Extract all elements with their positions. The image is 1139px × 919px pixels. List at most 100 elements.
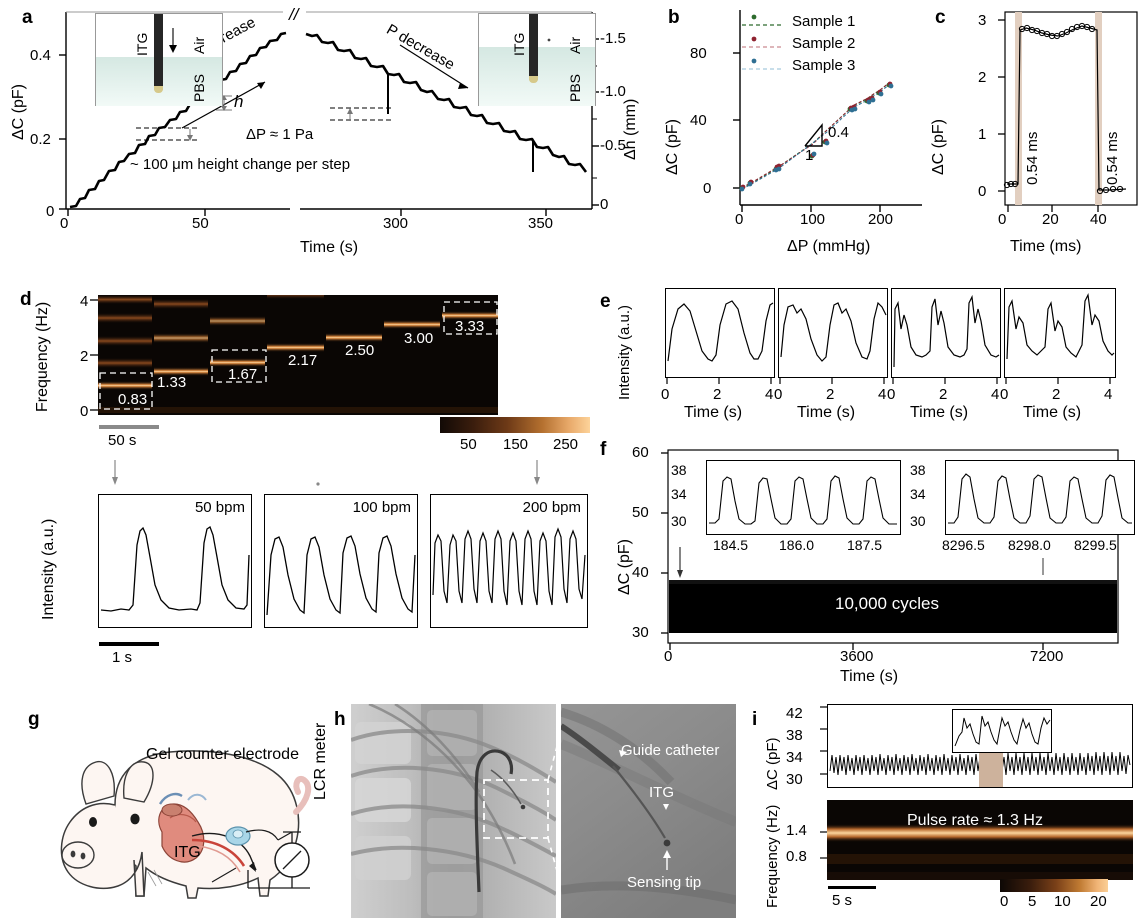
panel-d-inset-200-label: 200 bpm [522,499,581,516]
itg-tip-right [529,76,538,83]
pig-eye-right [130,813,140,825]
panel-d-cbar-tick-1: 150 [503,436,529,453]
panel-d-band-label-0: 0.83 [118,391,148,408]
panel-b-xtick-1: 100 [800,211,826,228]
inset-left-arrow-icon [169,28,177,53]
panel-d-inset-ylabel: Intensity (a.u.) [40,518,57,620]
panel-f-inset-left-ytick-1: 34 [671,486,687,502]
panel-h-guide-label: Guide catheter [621,742,720,759]
panel-e-xtick-2-2: 4 [991,386,1000,403]
sensing-tip-pointer-icon [663,850,671,858]
legend-item-1[interactable]: Sample 2 [742,32,855,54]
panel-b-points-s3 [739,83,894,192]
panel-i-bottom-yticks [820,831,827,859]
panel-h-tip-label: Sensing tip [627,874,702,891]
pig-tail [293,776,312,815]
panel-c-ytick-2: 1 [978,126,987,143]
panel-d-band-label-1: 1.33 [157,374,187,391]
panel-e-plot-1 [778,288,888,378]
panel-a-ytick-r3: 0 [600,196,609,213]
panel-d-band-label-6: 3.33 [455,318,485,335]
panel-b-xtick-0: 0 [735,211,744,228]
panel-d-band-label-2: 1.67 [228,366,258,383]
panel-i-waveform-inset [952,709,1052,753]
panel-i-waveform-inset-trace [954,715,1051,747]
panel-f-ytick-1: 50 [632,504,649,521]
panel-e-plot-3 [1004,288,1116,378]
sensing-tip-dot [663,839,671,847]
panel-f-xtick-1: 3600 [840,648,874,665]
panel-e-xtick-0-0: 0 [661,386,670,403]
legend-label-sample-3: Sample 3 [792,56,856,74]
panel-d-inset-scalebar [99,642,159,646]
itg-catheter-shadow [195,845,241,873]
panel-d-inset-50bpm: 50 bpm [98,494,252,628]
catheter-shaft [474,749,514,893]
panel-i-ytick-t3: 30 [786,771,803,788]
pig-eye-left [89,817,97,827]
panel-c-rise-label: 0.54 ms [1024,131,1041,185]
panel-d-spectrogram [98,295,498,415]
panel-a-inset-right: ITG Air PBS [478,13,596,106]
panel-d-ytick-4: 4 [80,293,89,310]
panel-i-cbar-tick-3: 20 [1090,893,1107,910]
panel-d-inset-scalebar-label: 1 s [112,649,133,666]
panel-a-xtick-3: 350 [528,215,554,232]
panel-i-ytick-t0: 42 [786,705,803,722]
panel-a-step-note: ~ 100 μm height change per step [130,156,351,173]
panel-a-h-label: h [234,92,244,111]
inset-right-itg-label: ITG [511,32,527,56]
legend-label-sample-1: Sample 1 [792,12,856,30]
panel-i-cbar-tick-2: 10 [1054,893,1071,910]
panel-d-inset-100bpm: 100 bpm [264,494,418,628]
pig-ear-right [123,761,154,803]
panel-h-itg-label: ITG [649,784,674,801]
panel-d-inset-100-label: 100 bpm [352,499,411,516]
panel-d-band-label-3: 2.17 [288,352,318,369]
panel-i-ylabel-top: ΔC (pF) [764,737,781,790]
panel-a-ytick-r2: -0.5 [600,137,626,154]
panel-f-ytick-2: 40 [632,564,649,581]
panel-b-plot [733,10,922,212]
panel-h-xray-zoom: Guide catheter ITG Sensing tip [561,704,736,918]
inset-left-itg-label: ITG [134,32,150,56]
panel-i-spectrogram: Pulse rate ≈ 1.3 Hz [827,800,1133,880]
panel-d-inset-arrows [112,460,540,486]
panel-a-xtick-2: 300 [383,215,409,232]
itg-catheter [191,838,246,867]
panel-f-plot [661,449,1119,650]
inset-left-air-label: Air [191,36,207,54]
pig-leg-hatch [147,869,163,887]
panel-g-gel-label: Gel counter electrode [146,746,299,763]
panel-e-plot-2 [891,288,1001,378]
panel-a-inset-left: ITG Air PBS [95,13,223,106]
panel-c-plot [998,11,1138,212]
panel-f-inset-right-trace [948,473,1132,524]
panel-e-xtick-1-0: 0 [774,386,783,403]
panel-f-inset-right-ytick-2: 30 [910,513,926,529]
legend-swatch-sample-2 [742,36,782,48]
panel-d-inset-50-label: 50 bpm [194,499,245,516]
panel-e-letter: e [600,291,611,312]
panel-e-xtick-2-0: 0 [887,386,896,403]
panel-b-ytick-2: 0 [703,180,712,197]
panel-d-scalebar [99,425,159,429]
panel-e-plot-0 [665,288,775,378]
pig-snout [61,841,95,869]
panel-a-delta-p: ΔP ≈ 1 Pa [246,126,314,143]
panel-f-center-label: 10,000 cycles [835,594,939,613]
legend-item-2[interactable]: Sample 3 [742,54,855,76]
panel-b-ytick-1: 40 [690,112,707,129]
panel-c-ytick-0: 3 [978,12,987,29]
legend-item-0[interactable]: Sample 1 [742,10,855,32]
panel-i-capacitance-plot [827,704,1133,788]
panel-a-ytick-r0: -1.5 [600,30,626,47]
legend-label-sample-2: Sample 2 [792,34,856,52]
heart-vein-2 [187,793,207,801]
panel-e-xtick-3-0: 0 [1000,386,1009,403]
panel-c-xtick-2: 40 [1090,211,1107,228]
panel-i-ytick-b0: 1.4 [786,822,807,839]
panel-a-ytick-0: 0.4 [30,47,51,64]
panel-f-ytick-0: 60 [632,444,649,461]
panel-e-trace-3 [1006,292,1115,360]
